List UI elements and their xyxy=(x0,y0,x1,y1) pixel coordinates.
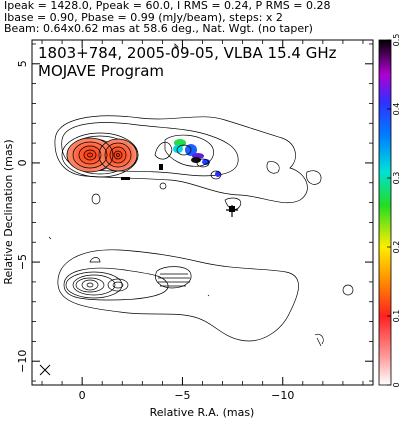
colorbar-tick-label: 0.3 xyxy=(392,172,401,185)
colorbar xyxy=(378,39,392,386)
header-line-1: Ipeak = 1428.0, Ppeak = 60.0, I RMS = 0.… xyxy=(4,0,331,12)
contour-layer xyxy=(48,43,354,347)
plus-marker xyxy=(226,205,238,217)
y-ticks: 5 0 −5 −10 xyxy=(16,43,373,382)
x-tick-label: −5 xyxy=(174,389,190,402)
y-axis-label: Relative Declination (mas) xyxy=(2,139,15,284)
colorbar-ticks: 0 0.1 0.2 0.3 0.4 0.5 xyxy=(387,34,401,388)
colorbar-tick-label: 0.4 xyxy=(392,103,401,116)
y-tick-label: −10 xyxy=(16,350,29,373)
header-line-2: Ibase = 0.90, Pbase = 0.99 (mJy/beam), s… xyxy=(4,10,283,24)
y-tick-label: 0 xyxy=(16,159,29,166)
colorbar-tick-label: 0.2 xyxy=(392,241,401,254)
lower-core-contour-1 xyxy=(65,271,123,299)
x-ticks: 0 −5 −10 xyxy=(41,40,364,402)
colorbar-tick-label: 0.1 xyxy=(392,310,401,323)
plot-frame xyxy=(31,39,374,386)
x-axis-label: Relative R.A. (mas) xyxy=(150,406,255,419)
header-line-3: Beam: 0.64x0.62 mas at 58.6 deg., Nat. W… xyxy=(4,22,313,36)
y-tick-label: −5 xyxy=(16,254,29,270)
beam-marker xyxy=(39,364,51,376)
y-tick-label: 5 xyxy=(16,60,29,67)
header: Ipeak = 1428.0, Ppeak = 60.0, I RMS = 0.… xyxy=(4,0,409,35)
plot-title: 1803+784, 2005-09-05, VLBA 15.4 GHz xyxy=(38,44,337,62)
outer-contour-lower xyxy=(57,249,299,342)
colorbar-tick-label: 0 xyxy=(392,382,401,387)
pol-patch-cyan xyxy=(173,145,183,153)
colorbar-tick-label: 0.5 xyxy=(392,34,401,47)
contour-lower-2 xyxy=(63,267,169,301)
plot-subtitle: MOJAVE Program xyxy=(38,62,164,80)
x-tick-label: 0 xyxy=(79,389,86,402)
x-tick-label: −10 xyxy=(271,389,294,402)
